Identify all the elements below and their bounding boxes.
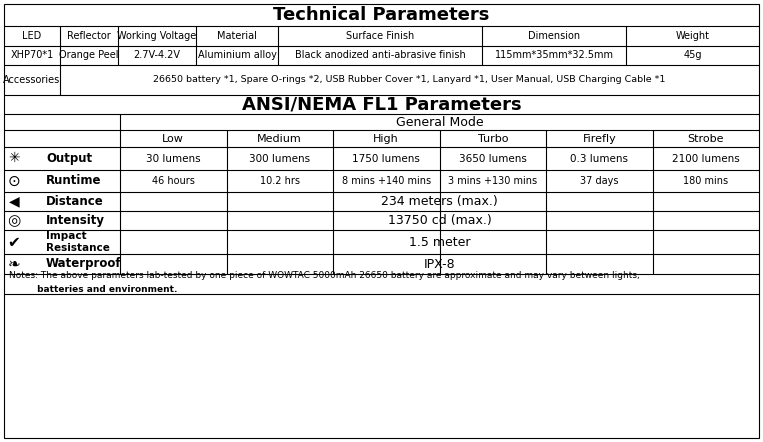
Text: 1.5 meter: 1.5 meter (409, 236, 470, 248)
Text: General Mode: General Mode (396, 115, 483, 129)
Text: 10.2 hrs: 10.2 hrs (259, 176, 300, 186)
Text: 46 hours: 46 hours (152, 176, 195, 186)
Text: ✳: ✳ (8, 152, 20, 165)
Text: 115mm*35mm*32.5mm: 115mm*35mm*32.5mm (494, 50, 613, 61)
Text: Accessories: Accessories (3, 75, 60, 85)
Text: Material: Material (217, 31, 257, 41)
Text: XHP70*1: XHP70*1 (11, 50, 53, 61)
Text: Waterproof: Waterproof (46, 258, 121, 271)
Text: 3 mins +130 mins: 3 mins +130 mins (448, 176, 537, 186)
Text: 30 lumens: 30 lumens (146, 153, 201, 164)
Text: Weight: Weight (675, 31, 710, 41)
Text: Orange Peel: Orange Peel (60, 50, 119, 61)
Text: Distance: Distance (46, 195, 104, 208)
Text: 37 days: 37 days (580, 176, 619, 186)
Text: LED: LED (22, 31, 42, 41)
Text: Black anodized anti-abrasive finish: Black anodized anti-abrasive finish (295, 50, 465, 61)
Text: Turbo: Turbo (478, 133, 508, 144)
Text: 2100 lumens: 2100 lumens (672, 153, 739, 164)
Text: Working Voltage: Working Voltage (118, 31, 197, 41)
Text: 300 lumens: 300 lumens (250, 153, 311, 164)
Text: 3650 lumens: 3650 lumens (459, 153, 526, 164)
Text: 2.7V-4.2V: 2.7V-4.2V (134, 50, 181, 61)
Text: Impact
Resistance: Impact Resistance (46, 231, 110, 253)
Text: ✔: ✔ (8, 235, 21, 249)
Text: 8 mins +140 mins: 8 mins +140 mins (342, 176, 431, 186)
Text: 180 mins: 180 mins (683, 176, 729, 186)
Text: Low: Low (163, 133, 184, 144)
Text: ⊙: ⊙ (8, 174, 21, 188)
Text: ◎: ◎ (8, 213, 21, 228)
Text: IPX-8: IPX-8 (423, 258, 456, 271)
Text: ❧: ❧ (8, 256, 21, 271)
Text: Firefly: Firefly (582, 133, 617, 144)
Text: Runtime: Runtime (46, 175, 101, 187)
Text: High: High (373, 133, 399, 144)
Text: Aluminium alloy: Aluminium alloy (198, 50, 276, 61)
Text: 234 meters (max.): 234 meters (max.) (382, 195, 498, 208)
Text: 45g: 45g (683, 50, 702, 61)
Text: Surface Finish: Surface Finish (346, 31, 414, 41)
Text: Technical Parameters: Technical Parameters (273, 6, 490, 24)
Text: Output: Output (46, 152, 92, 165)
Text: Dimension: Dimension (528, 31, 580, 41)
Text: 26650 battery *1, Spare O-rings *2, USB Rubber Cover *1, Lanyard *1, User Manual: 26650 battery *1, Spare O-rings *2, USB … (153, 76, 665, 84)
Text: batteries and environment.: batteries and environment. (9, 286, 177, 294)
Text: Strobe: Strobe (687, 133, 724, 144)
Text: ANSI/NEMA FL1 Parameters: ANSI/NEMA FL1 Parameters (242, 95, 521, 114)
Text: 1750 lumens: 1750 lumens (353, 153, 420, 164)
Text: Notes: The above parameters lab-tested by one piece of WOWTAC 5000mAh 26650 batt: Notes: The above parameters lab-tested b… (9, 271, 639, 281)
Text: Medium: Medium (257, 133, 302, 144)
Text: ◀: ◀ (8, 194, 19, 209)
Text: Reflector: Reflector (67, 31, 111, 41)
Text: Intensity: Intensity (46, 214, 105, 227)
Text: 0.3 lumens: 0.3 lumens (570, 153, 628, 164)
Text: 13750 cd (max.): 13750 cd (max.) (388, 214, 491, 227)
